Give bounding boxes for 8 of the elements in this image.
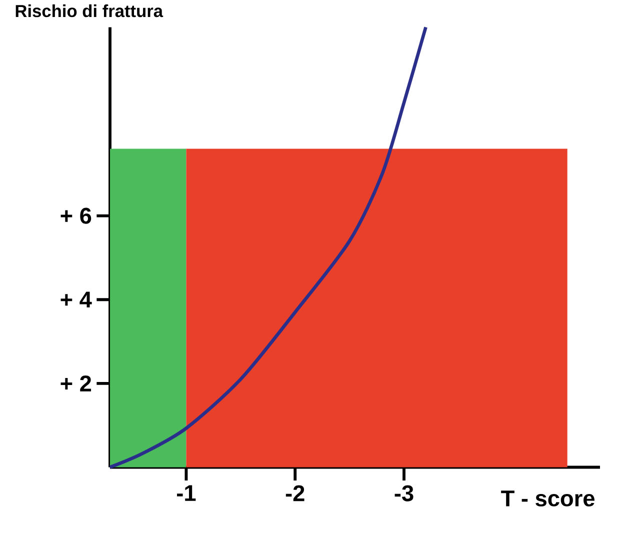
x-tick-label: -2 — [286, 485, 304, 501]
x-tick-label: -1 — [177, 485, 196, 501]
y-tick-label: + 6 — [60, 208, 92, 224]
x-axis-title: T - score — [501, 490, 594, 506]
y-tick-label: + 4 — [60, 292, 92, 308]
y-tick-label: + 2 — [60, 375, 92, 392]
y-axis-title: Rischio di frattura — [16, 4, 164, 18]
x-tick-label: -3 — [394, 485, 414, 502]
